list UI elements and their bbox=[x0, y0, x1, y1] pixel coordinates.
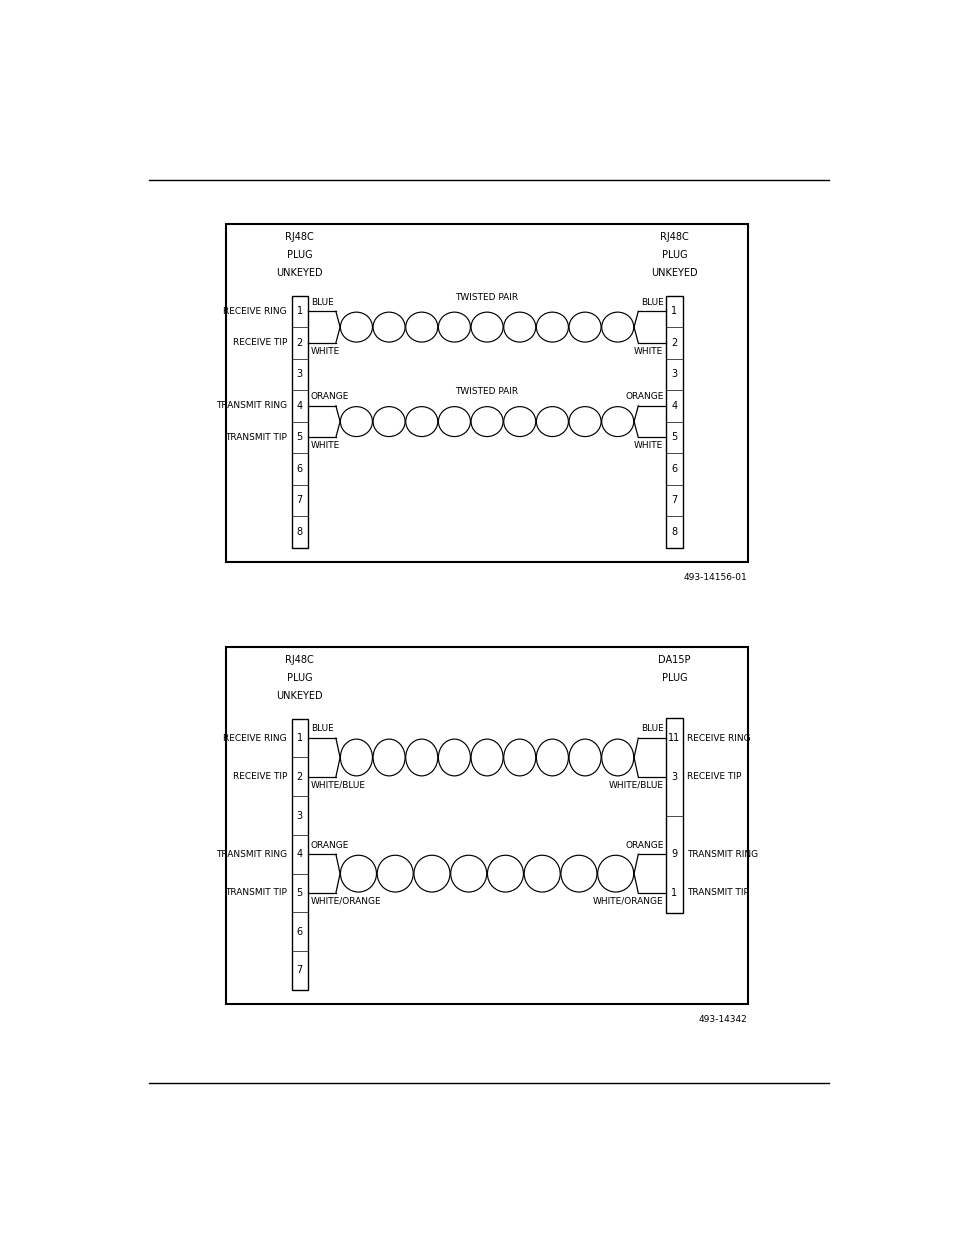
Text: 5: 5 bbox=[296, 432, 302, 442]
Text: 3: 3 bbox=[296, 810, 302, 820]
Text: 2: 2 bbox=[296, 772, 302, 782]
Text: WHITE: WHITE bbox=[634, 441, 662, 450]
Text: 7: 7 bbox=[296, 966, 302, 976]
Text: 2: 2 bbox=[296, 338, 302, 348]
Text: ORANGE: ORANGE bbox=[624, 391, 662, 401]
Text: TRANSMIT RING: TRANSMIT RING bbox=[215, 850, 287, 858]
Text: PLUG: PLUG bbox=[287, 673, 313, 683]
Text: 11: 11 bbox=[668, 734, 679, 743]
Text: WHITE: WHITE bbox=[311, 347, 339, 356]
Text: PLUG: PLUG bbox=[661, 249, 686, 259]
Text: TRANSMIT TIP: TRANSMIT TIP bbox=[225, 888, 287, 898]
Text: 9: 9 bbox=[671, 850, 677, 860]
Text: WHITE/BLUE: WHITE/BLUE bbox=[608, 781, 662, 789]
Text: 4: 4 bbox=[296, 850, 302, 860]
Text: PLUG: PLUG bbox=[287, 249, 313, 259]
Text: RECEIVE RING: RECEIVE RING bbox=[223, 306, 287, 316]
Text: BLUE: BLUE bbox=[640, 298, 662, 306]
Bar bbox=[292, 295, 308, 547]
Text: 1: 1 bbox=[671, 306, 677, 316]
Text: 8: 8 bbox=[296, 527, 302, 537]
Text: 4: 4 bbox=[296, 401, 302, 411]
Text: 3: 3 bbox=[671, 369, 677, 379]
Text: WHITE: WHITE bbox=[311, 441, 339, 450]
Text: PLUG: PLUG bbox=[661, 673, 686, 683]
Text: ORANGE: ORANGE bbox=[311, 391, 349, 401]
Text: UNKEYED: UNKEYED bbox=[276, 692, 323, 701]
Bar bbox=[292, 719, 308, 989]
Text: RECEIVE RING: RECEIVE RING bbox=[223, 734, 287, 742]
Text: RECEIVE RING: RECEIVE RING bbox=[686, 734, 750, 742]
Text: RECEIVE TIP: RECEIVE TIP bbox=[233, 772, 287, 782]
Text: 4: 4 bbox=[671, 401, 677, 411]
Bar bbox=[226, 647, 747, 1004]
Text: UNKEYED: UNKEYED bbox=[276, 268, 323, 278]
Text: 8: 8 bbox=[671, 527, 677, 537]
Bar bbox=[226, 225, 747, 562]
Bar bbox=[665, 295, 682, 547]
Text: ORANGE: ORANGE bbox=[311, 841, 349, 850]
Text: BLUE: BLUE bbox=[311, 725, 334, 734]
Text: RJ48C: RJ48C bbox=[285, 655, 314, 666]
Bar bbox=[665, 718, 682, 913]
Text: DA15P: DA15P bbox=[658, 655, 690, 666]
Text: WHITE/BLUE: WHITE/BLUE bbox=[311, 781, 365, 789]
Text: RECEIVE TIP: RECEIVE TIP bbox=[233, 338, 287, 347]
Text: WHITE/ORANGE: WHITE/ORANGE bbox=[311, 897, 381, 905]
Text: 7: 7 bbox=[671, 495, 677, 505]
Text: RJ48C: RJ48C bbox=[285, 232, 314, 242]
Text: ORANGE: ORANGE bbox=[624, 841, 662, 850]
Text: 5: 5 bbox=[296, 888, 302, 898]
Text: 2: 2 bbox=[671, 338, 677, 348]
Text: 3: 3 bbox=[671, 772, 677, 782]
Text: RECEIVE TIP: RECEIVE TIP bbox=[686, 772, 740, 782]
Text: 6: 6 bbox=[671, 464, 677, 474]
Text: 6: 6 bbox=[296, 926, 302, 936]
Text: 1: 1 bbox=[296, 734, 302, 743]
Text: 1: 1 bbox=[296, 306, 302, 316]
Text: TRANSMIT RING: TRANSMIT RING bbox=[686, 850, 758, 858]
Text: 3: 3 bbox=[296, 369, 302, 379]
Text: TWISTED PAIR: TWISTED PAIR bbox=[455, 388, 518, 396]
Text: 493-14342: 493-14342 bbox=[699, 1015, 747, 1025]
Text: 7: 7 bbox=[296, 495, 302, 505]
Text: 6: 6 bbox=[296, 464, 302, 474]
Text: TRANSMIT TIP: TRANSMIT TIP bbox=[225, 432, 287, 442]
Text: BLUE: BLUE bbox=[640, 725, 662, 734]
Text: BLUE: BLUE bbox=[311, 298, 334, 306]
Text: RJ48C: RJ48C bbox=[659, 232, 688, 242]
Text: TRANSMIT RING: TRANSMIT RING bbox=[215, 401, 287, 410]
Text: TRANSMIT TIP: TRANSMIT TIP bbox=[686, 888, 748, 898]
Text: 5: 5 bbox=[671, 432, 677, 442]
Text: WHITE: WHITE bbox=[634, 347, 662, 356]
Text: TWISTED PAIR: TWISTED PAIR bbox=[455, 293, 518, 301]
Text: 493-14156-01: 493-14156-01 bbox=[683, 573, 747, 582]
Text: WHITE/ORANGE: WHITE/ORANGE bbox=[592, 897, 662, 905]
Text: 1: 1 bbox=[671, 888, 677, 898]
Text: UNKEYED: UNKEYED bbox=[651, 268, 697, 278]
